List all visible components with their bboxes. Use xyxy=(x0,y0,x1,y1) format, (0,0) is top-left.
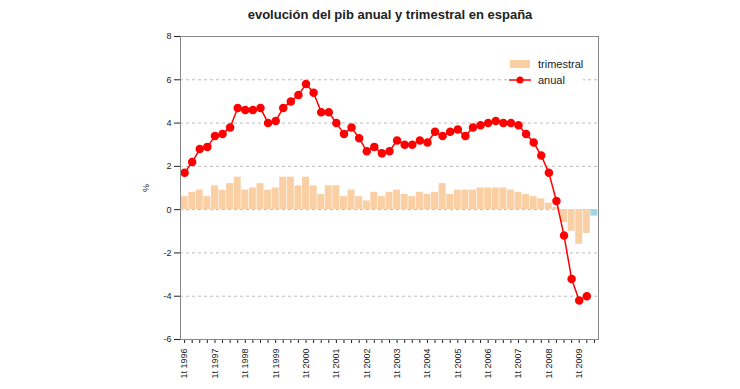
svg-text:1t 2001: 1t 2001 xyxy=(331,349,341,379)
svg-text:-4: -4 xyxy=(163,291,171,301)
svg-text:1t 2005: 1t 2005 xyxy=(453,349,463,379)
svg-text:1t 1999: 1t 1999 xyxy=(271,349,281,379)
svg-text:1t 2007: 1t 2007 xyxy=(513,349,523,379)
svg-text:1t 2003: 1t 2003 xyxy=(392,349,402,379)
svg-text:1t 2004: 1t 2004 xyxy=(422,349,432,379)
html-text:anual: anual xyxy=(538,74,565,86)
svg-text:0: 0 xyxy=(166,205,171,215)
svg-text:2: 2 xyxy=(166,161,171,171)
svg-text:1t 2009: 1t 2009 xyxy=(574,349,584,379)
svg-text:-2: -2 xyxy=(163,248,171,258)
svg-text:4: 4 xyxy=(166,118,171,128)
svg-text:1t 2008: 1t 2008 xyxy=(544,349,554,379)
html-text:trimestral: trimestral xyxy=(538,58,584,70)
svg-text:-6: -6 xyxy=(163,334,171,344)
svg-text:8: 8 xyxy=(166,31,171,41)
svg-text:1t 2000: 1t 2000 xyxy=(301,349,311,379)
svg-text:%: % xyxy=(141,184,151,192)
svg-text:1t 1996: 1t 1996 xyxy=(179,349,189,379)
svg-text:6: 6 xyxy=(166,75,171,85)
svg-text:1t 2006: 1t 2006 xyxy=(483,349,493,379)
svg-text:1t 1997: 1t 1997 xyxy=(210,349,220,379)
html-text:evolución del pib anual y trim: evolución del pib anual y trimestral en … xyxy=(247,7,533,22)
svg-text:1t 2002: 1t 2002 xyxy=(362,349,372,379)
svg-text:1t 1998: 1t 1998 xyxy=(240,349,250,379)
